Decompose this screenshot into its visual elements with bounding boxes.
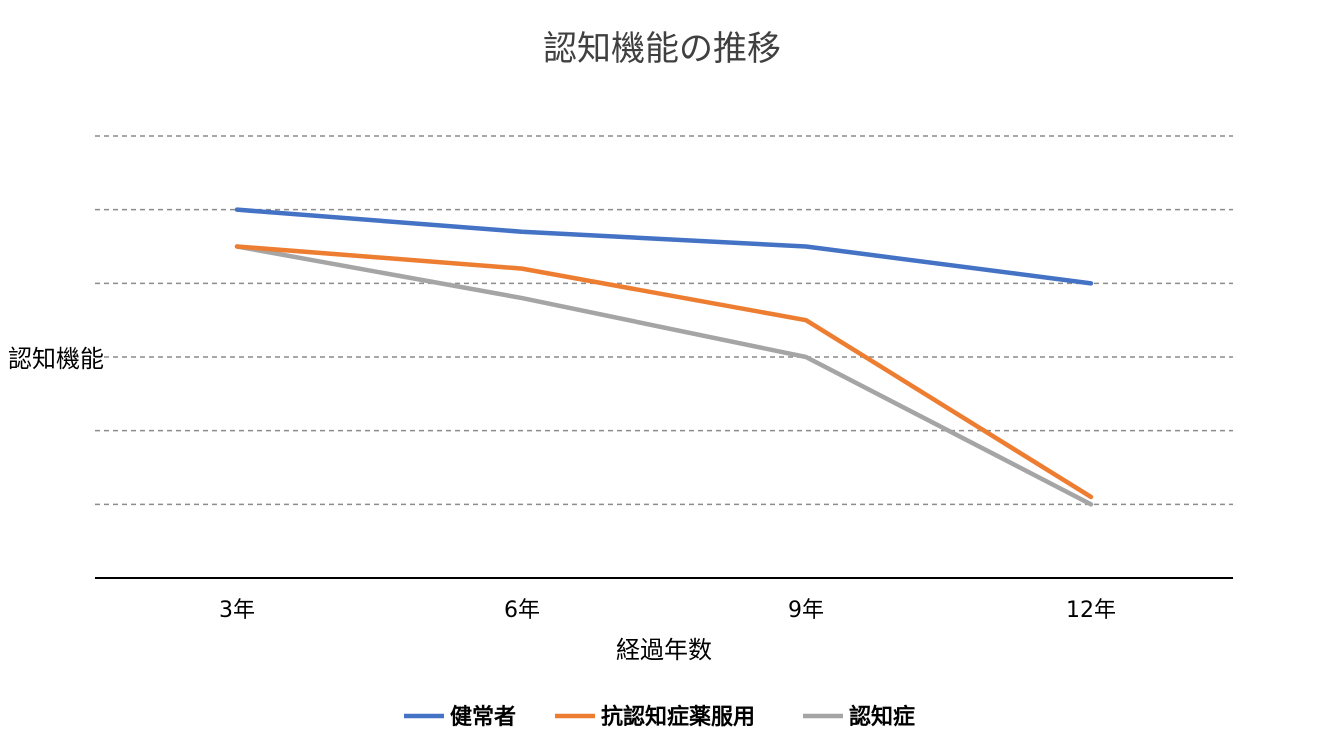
x-tick-labels: 3年 6年 9年 12年 (219, 598, 1116, 623)
x-tick-label: 12年 (1066, 598, 1116, 623)
chart-title: 認知機能の推移 (543, 29, 781, 69)
legend-item-1: 抗認知症薬服用 (555, 704, 755, 730)
x-tick-label: 9年 (788, 598, 824, 623)
legend-label: 健常者 (450, 704, 516, 730)
x-tick-label: 3年 (219, 598, 255, 623)
gridlines (95, 135, 1233, 506)
legend-label: 認知症 (849, 704, 915, 730)
legend-item-0: 健常者 (404, 704, 516, 730)
series-line-2 (234, 244, 1094, 507)
legend-label: 抗認知症薬服用 (601, 704, 755, 730)
series-lines (234, 207, 1094, 507)
legend-item-2: 認知症 (803, 704, 915, 730)
x-tick-label: 6年 (504, 598, 540, 623)
y-axis-label: 認知機能 (8, 345, 104, 373)
x-axis-label: 経過年数 (616, 636, 712, 664)
series-line-0 (234, 207, 1094, 286)
legend: 健常者 抗認知症薬服用 認知症 (404, 704, 915, 730)
series-line-1 (234, 244, 1094, 500)
